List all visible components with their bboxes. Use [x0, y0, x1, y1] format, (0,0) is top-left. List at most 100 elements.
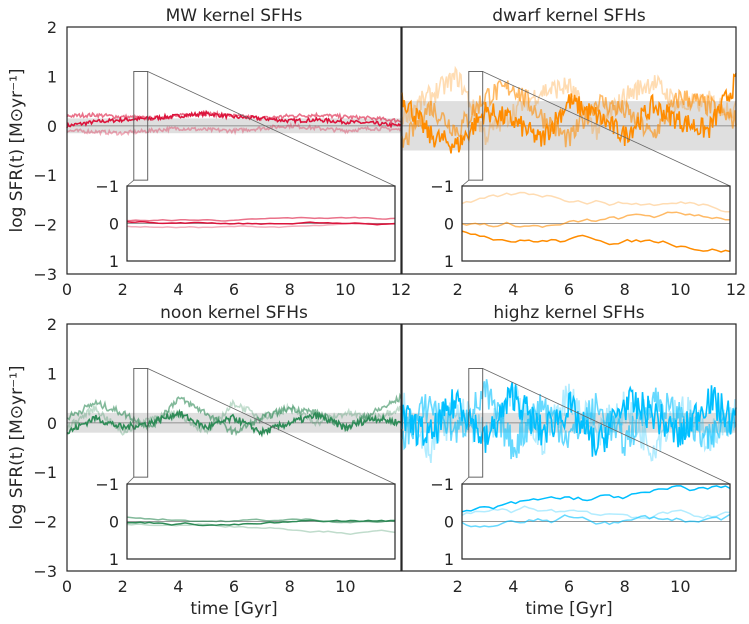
panel-title: highz kernel SFHs — [493, 303, 644, 323]
x-tick-label: 2 — [453, 280, 463, 299]
x-tick-label: 8 — [620, 577, 630, 596]
y-tick-label: 0 — [47, 117, 57, 136]
x-tick-label: 6 — [229, 577, 239, 596]
x-tick-label: 4 — [173, 577, 183, 596]
inset-series-line — [126, 222, 396, 229]
inset-series-line — [461, 485, 731, 513]
inset-tick-label: −1 — [95, 475, 119, 494]
panel-3: −1 0 1 noon kernel SFHs 0 2 4 6 8 10 −3 −2 −1 0 1 2 time… — [7, 303, 402, 619]
zoom-connector — [461, 179, 470, 187]
series-line — [401, 80, 737, 148]
inset: −1 0 1 — [430, 177, 731, 271]
zoom-connector — [482, 368, 731, 485]
series-line — [66, 121, 402, 137]
series-line — [66, 392, 402, 437]
x-tick-label: 2 — [118, 280, 128, 299]
x-tick-label: 8 — [285, 280, 295, 299]
axes-frame — [401, 323, 737, 572]
y-tick-label: 1 — [47, 364, 57, 383]
inset: −1 0 1 — [95, 475, 396, 569]
series-line — [401, 72, 737, 154]
inset-tick-label: 0 — [444, 215, 454, 234]
x-tick-label: 4 — [508, 577, 518, 596]
inset-tick-label: 0 — [109, 215, 119, 234]
inset-tick-label: 1 — [109, 550, 119, 569]
inset-tick-label: −1 — [430, 177, 454, 196]
zoom-box — [133, 368, 149, 478]
inset-series-line — [461, 513, 731, 528]
inset-series-line — [126, 216, 396, 222]
inset-tick-label: 0 — [109, 513, 119, 532]
zoom-connector — [147, 368, 396, 485]
y-tick-label: 1 — [47, 67, 57, 86]
x-tick-label: 10 — [670, 577, 690, 596]
inset-series-line — [461, 230, 731, 253]
panel-2: −1 0 1 dwarf kernel SFHs 2 4 6 8 10 12 — [401, 6, 746, 299]
x-tick-label: 8 — [620, 280, 630, 299]
x-axis-label: time [Gyr] — [525, 599, 612, 619]
inset-series-line — [126, 220, 396, 226]
y-tick-label: −3 — [33, 562, 57, 581]
zoom-connector — [126, 476, 135, 485]
series-line — [401, 379, 737, 460]
series-line — [401, 382, 737, 457]
x-tick-label: 10 — [335, 280, 355, 299]
axes-frame — [401, 26, 737, 275]
inset-series-line — [461, 191, 730, 213]
inset-frame — [126, 185, 396, 262]
x-tick-label: 6 — [564, 577, 574, 596]
axes-frame — [66, 26, 402, 275]
y-axis-label: log SFR(t) [M⊙yr⁻¹] — [7, 365, 27, 529]
y-tick-label: −1 — [33, 166, 57, 185]
x-tick-label: 4 — [508, 280, 518, 299]
x-tick-label: 2 — [118, 577, 128, 596]
x-tick-label: 10 — [335, 577, 355, 596]
panel-title: noon kernel SFHs — [160, 303, 308, 323]
inset-frame — [461, 185, 731, 262]
series-line — [401, 383, 737, 464]
inset-tick-label: −1 — [95, 177, 119, 196]
panel-title: dwarf kernel SFHs — [492, 6, 646, 26]
zoom-connector — [147, 71, 396, 187]
y-tick-label: −1 — [33, 463, 57, 482]
inset-tick-label: 1 — [444, 550, 454, 569]
x-axis-label: time [Gyr] — [190, 599, 277, 619]
inset-series-line — [126, 523, 396, 536]
panel-title: MW kernel SFHs — [166, 6, 303, 26]
panel-4: −1 0 1 highz kernel SFHs 2 4 6 8 10 time [Gyr] — [401, 303, 737, 619]
x-tick-label: 0 — [62, 577, 72, 596]
y-tick-label: −2 — [33, 513, 57, 532]
x-tick-label: 10 — [670, 280, 690, 299]
x-tick-label: 12 — [726, 280, 746, 299]
y-tick-label: 2 — [47, 315, 57, 334]
inset-series-line — [461, 211, 730, 228]
zoom-box — [468, 368, 484, 478]
inset-series-line — [126, 516, 396, 524]
inset-tick-label: −1 — [430, 475, 454, 494]
inset-frame — [461, 483, 731, 560]
inset-tick-label: 0 — [444, 513, 454, 532]
series-line — [66, 398, 402, 436]
inset: −1 0 1 — [430, 475, 731, 569]
series-line — [401, 65, 737, 146]
x-tick-label: 6 — [564, 280, 574, 299]
inset-tick-label: 1 — [444, 252, 454, 271]
axes-frame — [66, 323, 402, 572]
x-tick-label: 6 — [229, 280, 239, 299]
inset-series-line — [126, 519, 395, 527]
y-tick-label: 2 — [47, 18, 57, 37]
zoom-connector — [126, 179, 135, 187]
zoom-connector — [461, 476, 470, 485]
inset-tick-label: 1 — [109, 252, 119, 271]
inset-series-line — [461, 505, 731, 520]
series-line — [66, 109, 402, 124]
y-axis-label: log SFR(t) [M⊙yr⁻¹] — [7, 68, 27, 232]
x-tick-label: 2 — [453, 577, 463, 596]
zoom-box — [133, 71, 149, 181]
y-tick-label: −3 — [33, 265, 57, 284]
inset: −1 0 1 — [95, 177, 396, 271]
y-tick-label: −2 — [33, 216, 57, 235]
x-tick-label: 4 — [173, 280, 183, 299]
